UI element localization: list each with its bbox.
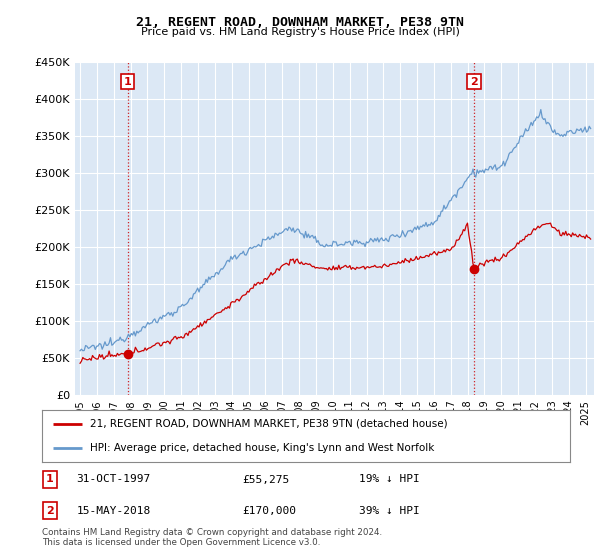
Text: 39% ↓ HPI: 39% ↓ HPI [359,506,419,516]
Text: 2: 2 [470,77,478,87]
Text: 21, REGENT ROAD, DOWNHAM MARKET, PE38 9TN (detached house): 21, REGENT ROAD, DOWNHAM MARKET, PE38 9T… [89,419,447,429]
Text: Price paid vs. HM Land Registry's House Price Index (HPI): Price paid vs. HM Land Registry's House … [140,27,460,37]
Text: 21, REGENT ROAD, DOWNHAM MARKET, PE38 9TN: 21, REGENT ROAD, DOWNHAM MARKET, PE38 9T… [136,16,464,29]
Text: 2: 2 [46,506,54,516]
Text: 15-MAY-2018: 15-MAY-2018 [76,506,151,516]
Text: 31-OCT-1997: 31-OCT-1997 [76,474,151,484]
Text: Contains HM Land Registry data © Crown copyright and database right 2024.
This d: Contains HM Land Registry data © Crown c… [42,528,382,547]
Text: HPI: Average price, detached house, King's Lynn and West Norfolk: HPI: Average price, detached house, King… [89,443,434,453]
Text: £55,275: £55,275 [242,474,290,484]
Text: £170,000: £170,000 [242,506,296,516]
Text: 1: 1 [124,77,131,87]
Text: 1: 1 [46,474,54,484]
Text: 19% ↓ HPI: 19% ↓ HPI [359,474,419,484]
